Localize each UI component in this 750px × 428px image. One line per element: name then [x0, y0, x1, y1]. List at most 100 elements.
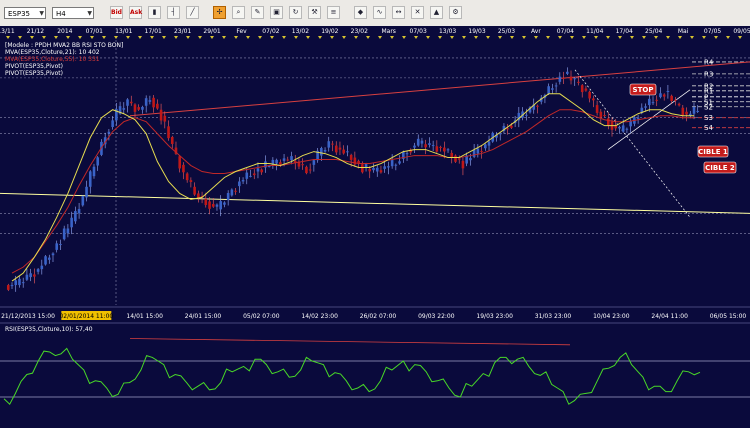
legend-entry: PIVOT(ESP35,Pivot): [5, 63, 63, 70]
candle-body: [498, 133, 502, 135]
candle-body: [81, 196, 85, 206]
refresh-button[interactable]: ↻: [289, 6, 302, 19]
top-axis-background: [0, 26, 750, 40]
list-button[interactable]: ≡: [327, 6, 340, 19]
pivot-label-r1: R1: [704, 87, 713, 95]
triangle-button[interactable]: ▲: [430, 6, 443, 19]
top-date-label: Avr: [531, 28, 541, 35]
top-date-label: 19/03: [468, 28, 485, 35]
bars-button[interactable]: ┤: [167, 6, 180, 19]
Bid-button[interactable]: Bid: [110, 6, 123, 19]
session-marker-icon: [306, 36, 310, 39]
top-date-label: 17/04: [616, 28, 633, 35]
pivot-label-r2: R2: [704, 82, 713, 90]
legend-entry: MVA(ESP35,Cloture,55): 10 331: [5, 56, 100, 63]
candle-body: [439, 146, 442, 148]
symbol-select[interactable]: ESP35 ▼: [4, 7, 46, 19]
indicators-button[interactable]: ∿: [373, 6, 386, 19]
session-marker-icon: [714, 36, 718, 39]
projection-line: [574, 69, 691, 218]
target1-badge: [697, 145, 729, 158]
session-marker-icon: [90, 36, 94, 39]
top-date-label: 29/01: [203, 28, 220, 35]
ruler-button[interactable]: ↔: [392, 6, 405, 19]
candle-body: [208, 201, 211, 209]
candle-body: [33, 274, 36, 277]
candle-body: [144, 98, 148, 106]
candle-body: [431, 145, 435, 147]
image-button[interactable]: ▣: [270, 6, 283, 19]
candle-body: [308, 169, 312, 171]
tools-button[interactable]: ⚒: [308, 6, 321, 19]
session-marker-icon: [654, 36, 658, 39]
session-marker-icon: [522, 36, 526, 39]
pivot-label-s3: S3: [704, 114, 713, 122]
session-marker-icon: [486, 36, 490, 39]
candle-body: [532, 104, 536, 110]
candle-body: [476, 148, 480, 154]
candle-body: [390, 160, 394, 167]
pivot-label-p: P: [704, 93, 708, 101]
candle-body: [361, 164, 364, 173]
top-date-label: 13/11: [0, 28, 15, 35]
session-marker-icon: [558, 36, 562, 39]
candle-body: [178, 156, 182, 169]
candle-body: [331, 143, 334, 145]
draw-button[interactable]: ✎: [251, 6, 264, 19]
candle-body: [133, 104, 137, 112]
candles-button[interactable]: ▮: [148, 6, 161, 19]
time-axis-label: 31/03 23:00: [535, 313, 572, 320]
session-marker-icon: [162, 36, 166, 39]
top-date-label: 23/02: [351, 28, 368, 35]
line-button[interactable]: ╱: [186, 6, 199, 19]
delete-button[interactable]: ✕: [411, 6, 424, 19]
top-date-axis: 13/11 21/12 2014 07/01 13/01 17/01 23/01 29/01 F…: [0, 26, 750, 40]
candle-body: [275, 159, 278, 164]
candle-body: [677, 103, 681, 106]
zoom-button[interactable]: ⌕: [232, 6, 245, 19]
candle-body: [614, 125, 618, 129]
candle-body: [200, 196, 204, 198]
session-marker-icon: [690, 36, 694, 39]
candle-body: [506, 128, 509, 130]
candle-body: [96, 157, 100, 166]
annotations: STOP CIBLE 1 CIBLE 2: [629, 83, 737, 174]
candle-body: [647, 98, 651, 106]
time-axis-label: 19/03 23:00: [476, 313, 513, 320]
session-marker-icon: [6, 36, 10, 39]
candle-body: [551, 88, 554, 90]
top-date-label: 25/03: [498, 28, 515, 35]
top-date-label: Mars: [381, 28, 395, 35]
candle-body: [502, 125, 506, 131]
candle-body: [487, 141, 491, 146]
candle-body: [584, 88, 588, 91]
session-marker-icon: [258, 36, 262, 39]
settings-button[interactable]: ⚙: [449, 6, 462, 19]
crosshair-button[interactable]: ✢: [213, 6, 226, 19]
candle-body: [674, 99, 677, 101]
candle-body: [405, 153, 409, 155]
candle-body: [524, 114, 528, 116]
candle-body: [316, 150, 319, 161]
candle-body: [252, 173, 256, 176]
session-marker-icon: [582, 36, 586, 39]
objects-button[interactable]: ◆: [354, 6, 367, 19]
candle-body: [293, 160, 297, 163]
candle-body: [238, 181, 241, 187]
session-marker-icon: [666, 36, 670, 39]
candle-body: [413, 145, 416, 148]
candle-body: [21, 282, 25, 284]
time-axis-background: [0, 307, 750, 321]
candle-body: [457, 158, 461, 160]
timeframe-select[interactable]: H4 ▼: [52, 7, 94, 19]
Ask-button[interactable]: Ask: [129, 6, 142, 19]
session-marker-icon: [222, 36, 226, 39]
candle-body: [580, 85, 584, 93]
top-date-label: 13/03: [439, 28, 456, 35]
top-date-label: 21/12: [27, 28, 44, 35]
candle-body: [353, 157, 357, 165]
top-date-label: 11/04: [586, 28, 603, 35]
session-marker-icon: [174, 36, 178, 39]
candle-body: [569, 76, 573, 81]
